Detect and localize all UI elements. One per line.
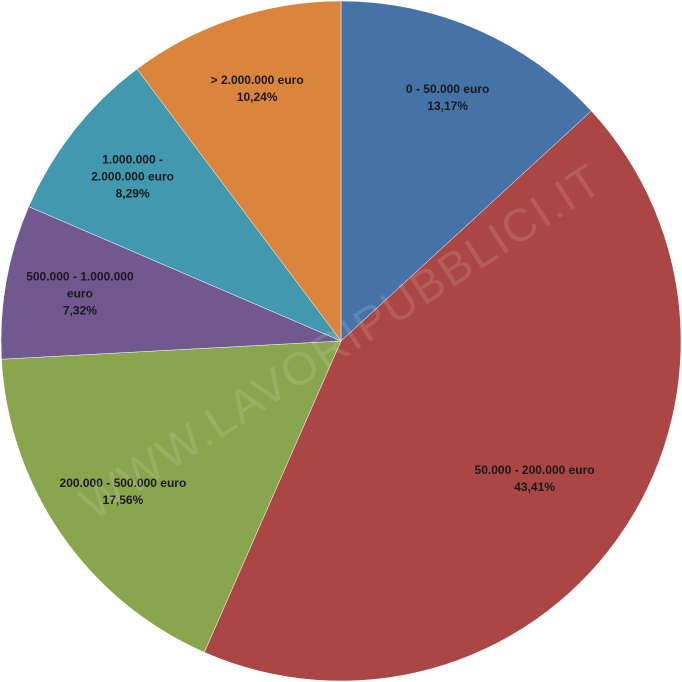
pie-slice — [0, 206, 342, 360]
value-label: 13,17% — [427, 99, 468, 114]
value-label: 43,41% — [514, 480, 555, 495]
pie-slice — [28, 68, 342, 342]
category-label: 0 - 50.000 euro — [405, 82, 490, 97]
slice-label: 500.000 - 1.000.000 euro 7,32% — [25, 269, 135, 320]
slice-label: > 2.000.000 euro 10,24% — [211, 72, 304, 106]
category-label: > 2.000.000 euro — [210, 73, 304, 88]
value-label: 17,56% — [102, 492, 144, 507]
slice-label: 50.000 - 200.000 euro 43,41% — [475, 462, 595, 496]
pie-slice — [136, 0, 342, 342]
pie-slice — [203, 110, 682, 682]
slice-label: 1.000.000 - 2.000.000 euro 8,29% — [78, 151, 188, 202]
category-label: 1.000.000 - 2.000.000 euro — [91, 152, 174, 184]
value-label: 7,32% — [62, 303, 97, 318]
category-label: 500.000 - 1.000.000 euro — [26, 269, 134, 301]
category-label: 200.000 - 500.000 euro — [59, 475, 187, 490]
value-label: 10,24% — [236, 90, 278, 105]
slice-label: 200.000 - 500.000 euro 17,56% — [60, 475, 187, 509]
value-label: 8,29% — [115, 186, 150, 201]
pie-slice — [1, 340, 342, 653]
pie-slice — [340, 0, 592, 342]
category-label: 50.000 - 200.000 euro — [474, 463, 595, 478]
slice-label: 0 - 50.000 euro 13,17% — [406, 81, 489, 115]
